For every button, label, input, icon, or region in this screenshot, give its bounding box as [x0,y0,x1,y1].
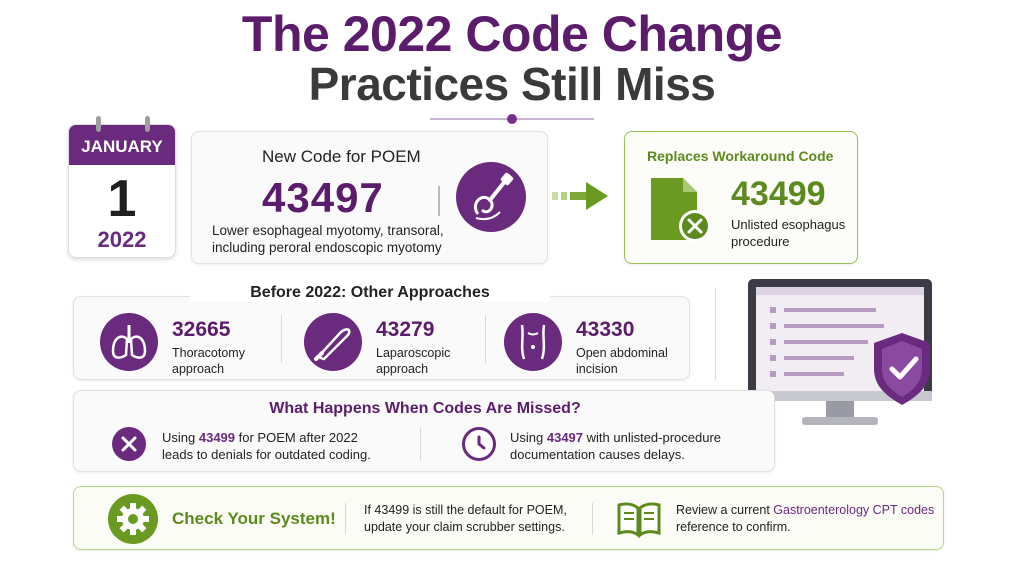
replaces-heading: Replaces Workaround Code [647,148,834,164]
arrow-right-icon [552,178,612,214]
check-reference-text: Review a current Gastroenterology CPT co… [676,502,938,536]
missed-suffix: with unlisted-procedure [583,430,722,445]
before-card: 32665 Thoracotomy approach 43279 Laparos… [73,296,690,380]
missed-code: 43499 [198,430,236,445]
approach-divider [485,315,486,363]
missed-line2: leads to denials for outdated coding. [162,447,371,462]
monitor-shield-icon [746,277,934,432]
document-x-icon [647,176,717,246]
before-heading: Before 2022: Other Approaches [190,284,550,302]
missed-item-denials: Using 43499 for POEM after 2022 leads to… [162,429,402,463]
approach-code: 43279 [376,318,435,341]
endoscope-icon [456,162,526,232]
calendar: JANUARY 1 2022 [68,124,176,258]
missed-item-delays: Using 43497 with unlisted-procedure docu… [510,429,770,463]
replaces-card: Replaces Workaround Code 43499 Unlisted … [624,131,858,264]
missed-line2: documentation causes delays. [510,447,685,462]
clock-icon [462,427,496,461]
approach-description: Thoracotomy approach [172,346,245,376]
check-scrubber-text: If 43499 is still the default for POEM, … [364,502,604,536]
approach-item: 43279 Laparoscopic approach [304,307,484,376]
gear-icon [108,494,158,544]
approach-description: Laparoscopic approach [376,346,451,376]
check-text2-line2: reference to confirm. [676,520,791,534]
new-code-number: 43497 [262,174,384,221]
check-text1-line1: If 43499 is still the default for POEM, [364,503,567,517]
main-title-line1: The 2022 Code Change [241,6,783,62]
missed-codes-card: What Happens When Codes Are Missed? Usin… [73,390,775,472]
check-heading: Check Your System! [172,509,336,528]
approach-item: 32665 Thoracotomy approach [100,307,280,376]
calendar-day: 1 [107,170,137,228]
check-divider [345,503,346,535]
approach-code: 32665 [172,318,231,341]
new-code-separator [438,186,440,216]
missed-prefix: Using [162,430,199,445]
approach-divider [281,315,282,363]
section-divider [715,288,716,380]
new-code-heading: New Code for POEM [262,147,421,166]
replaces-code: 43499 [731,175,826,213]
calendar-year: 2022 [97,227,147,252]
title-divider-dot [507,114,517,124]
missed-suffix: for POEM after 2022 [235,430,358,445]
approach-description: Open abdominal incision [576,346,668,376]
calendar-month: JANUARY [69,125,175,165]
missed-heading: What Happens When Codes Are Missed? [269,400,581,417]
book-icon [616,499,662,539]
abdomen-icon [504,313,562,371]
scalpel-icon [304,313,362,371]
calendar-ring-right [145,116,150,132]
missed-prefix: Using [510,430,547,445]
approach-code: 43330 [576,318,635,341]
approach-item: 43330 Open abdominal incision [504,307,684,376]
check-divider [592,503,593,535]
replaces-description: Unlisted esophagus procedure [731,217,846,249]
lungs-icon [100,313,158,371]
new-code-description: Lower esophageal myotomy, transoral, inc… [212,223,444,255]
check-text2-highlight: Gastroenterology CPT codes [773,503,935,517]
check-system-card: Check Your System! If 43499 is still the… [73,486,944,550]
missed-code: 43497 [546,430,584,445]
calendar-ring-left [96,116,101,132]
new-code-card: New Code for POEM 43497 Lower esophageal… [191,131,548,264]
check-text1-line2: update your claim scrubber settings. [364,520,565,534]
missed-divider [420,427,421,461]
x-circle-icon [112,427,146,461]
main-title-line2: Practices Still Miss [308,58,716,110]
check-text2-prefix: Review a current [676,503,774,517]
